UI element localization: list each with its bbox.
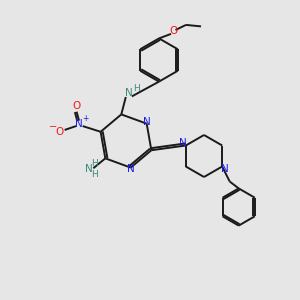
Text: N: N <box>221 164 229 174</box>
Text: N: N <box>143 117 151 127</box>
Text: N: N <box>75 119 83 129</box>
Text: H: H <box>92 170 98 179</box>
Text: O: O <box>169 26 177 37</box>
Text: N: N <box>125 88 133 98</box>
Text: O: O <box>73 101 81 111</box>
Text: H: H <box>134 84 140 93</box>
Text: O: O <box>55 127 63 137</box>
Text: H: H <box>92 159 98 168</box>
Text: −: − <box>49 122 57 132</box>
Text: N: N <box>85 164 93 174</box>
Text: N: N <box>179 138 187 148</box>
Text: +: + <box>82 114 88 123</box>
Text: N: N <box>128 164 135 174</box>
